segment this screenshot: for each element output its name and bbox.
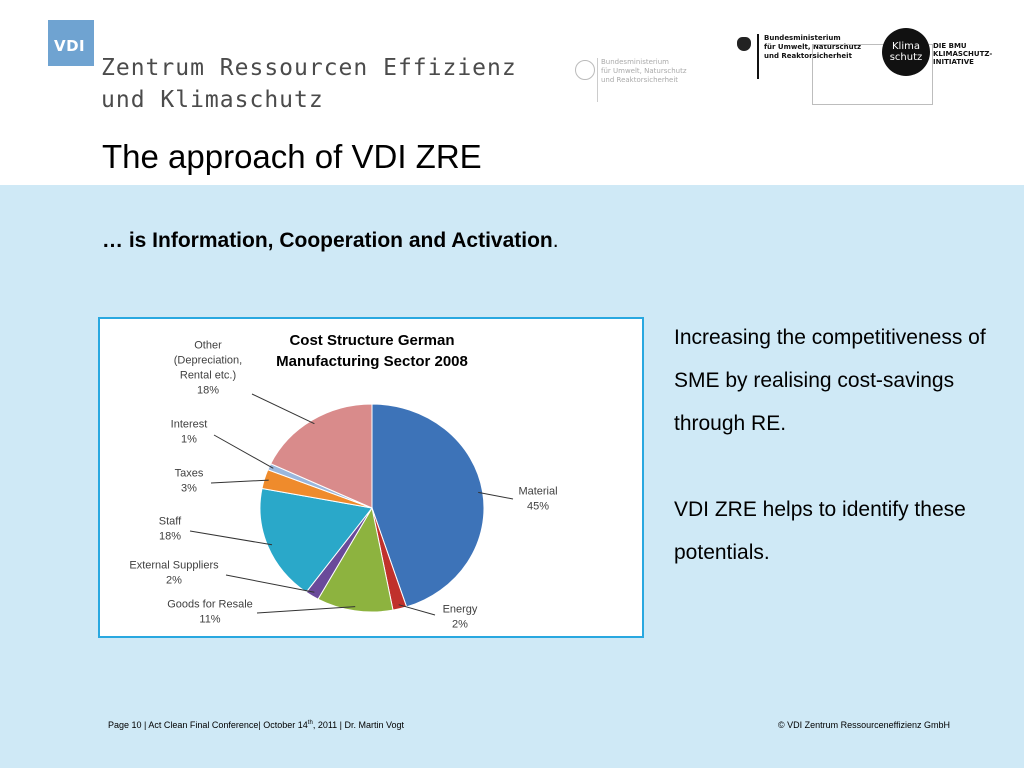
chart-title-line: Manufacturing Sector 2008 [276,353,468,370]
slice-label-line: 1% [181,434,197,446]
klima-badge-line: schutz [889,52,923,63]
footer-left-text: Page 10 | Act Clean Final Conference| Oc… [108,720,308,730]
klima-initiative-line: DIE BMU [933,42,967,50]
slice-label-line: 18% [159,531,181,543]
slice-label-line: External Suppliers [129,560,219,572]
slice-label-line: Material [518,486,557,498]
slide-subtitle: … is Information, Cooperation and Activa… [102,229,559,253]
org-name-line-2: und Klimaschutz [101,87,324,113]
klima-badge-line: Klima [892,41,920,52]
leader-line [478,491,514,500]
slide-header: VDI Zentrum Ressourcen Effizienz und Kli… [0,0,1024,185]
slice-label-line: Goods for Resale [167,599,253,611]
pie-slice [317,506,394,613]
paragraph-competitiveness: Increasing the competitiveness of SME by… [674,326,986,435]
footer-copyright: © VDI Zentrum Ressourceneffizienz GmbH [778,720,951,730]
slice-label-line: 2% [452,619,468,631]
leader-line [210,479,269,484]
org-name-line-1: Zentrum Ressourcen Effizienz [101,55,517,81]
ministry-grey-text: Bundesministerium für Umwelt, Naturschut… [601,58,711,85]
ministry-black-line: Bundesministerium [764,34,841,42]
slice-label: Energy 2% [443,604,478,631]
pie-slice [269,403,373,509]
footer-left-sup: th [307,720,313,726]
slice-label-line: 18% [197,385,219,397]
leader-line [251,393,315,425]
slice-label-line: (Depreciation, [174,355,242,367]
slice-label-line: Interest [171,419,208,431]
slice-label: Taxes 3% [175,468,204,495]
federal-eagle-icon [737,37,751,51]
pie-slice [259,487,373,593]
slice-label: Staff 18% [159,516,182,543]
organization-name: Zentrum Ressourcen Effizienz und Klimasc… [101,52,517,116]
klima-initiative-line: KLIMASCHUTZ- [933,50,993,58]
slice-label: Other (Depreciation, Rental etc.) 18% [174,340,242,397]
leader-line [225,574,315,593]
slice-labels: Material 45% Energy 2% Goods for Resale 11% Ex… [129,340,557,631]
ministry-grey-line: für Umwelt, Naturschutz [601,67,687,75]
leader-line [398,604,436,616]
slice-label-line: Other [194,340,222,352]
vdi-logo: VDI [48,20,94,66]
subtitle-bold: … is Information, Cooperation and Activa… [102,229,553,252]
leader-lines [189,393,514,616]
federal-eagle-icon [575,60,595,80]
pie-slices [259,403,485,613]
paragraph-vdi-zre-helps: VDI ZRE helps to identify these potentia… [674,498,966,564]
slice-label: Interest 1% [171,419,208,446]
slice-label-line: 45% [527,501,549,513]
pie-slice [371,403,485,608]
slice-label: Material 45% [518,486,557,513]
slice-label: Goods for Resale 11% [167,599,253,626]
ministry-grey-line: Bundesministerium [601,58,669,66]
ministry-grey-line: und Reaktorsicherheit [601,76,679,84]
klima-initiative-line: INITIATIVE [933,58,974,66]
logo-divider [757,34,759,79]
ministry-black-line: und Reaktorsicherheit [764,52,852,60]
slice-label-line: 2% [166,575,182,587]
klimaschutz-badge-icon: Klima schutz [882,28,930,76]
leader-line [213,434,274,469]
footer-left-tail: , 2011 | Dr. Martin Vogt [312,720,405,730]
slice-label: External Suppliers 2% [129,560,219,587]
slide-title: The approach of VDI ZRE [102,138,482,175]
pie-chart-panel: Cost Structure German Manufacturing Secto… [98,317,644,638]
leader-line [256,606,356,614]
slice-label-line: Staff [159,516,182,528]
slice-label-line: 11% [199,614,220,626]
slice-label-line: Taxes [175,468,204,480]
pie-chart: Cost Structure German Manufacturing Secto… [129,332,557,631]
chart-title: Cost Structure German Manufacturing Secto… [276,332,468,370]
slice-label-line: Energy [443,604,478,616]
side-text: Increasing the competitiveness of SME by… [674,316,1004,574]
footer-left: Page 10 | Act Clean Final Conference| Oc… [108,720,404,730]
slice-label-line: 3% [181,483,197,495]
logo-divider [597,58,598,102]
leader-line [189,530,273,546]
logo-frame [812,44,933,105]
subtitle-tail: . [552,229,559,252]
slice-label-line: Rental etc.) [180,370,236,382]
chart-title-line: Cost Structure German [289,332,454,349]
klimaschutz-initiative-text: DIE BMU KLIMASCHUTZ- INITIATIVE [933,42,992,66]
